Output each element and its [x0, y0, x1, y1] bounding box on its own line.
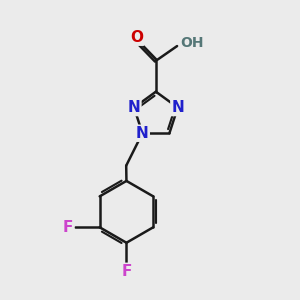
Text: N: N	[128, 100, 140, 115]
Text: N: N	[171, 100, 184, 115]
Text: OH: OH	[181, 35, 204, 50]
Text: F: F	[63, 220, 74, 235]
Text: O: O	[130, 30, 143, 45]
Text: N: N	[136, 126, 149, 141]
Text: F: F	[121, 264, 132, 279]
